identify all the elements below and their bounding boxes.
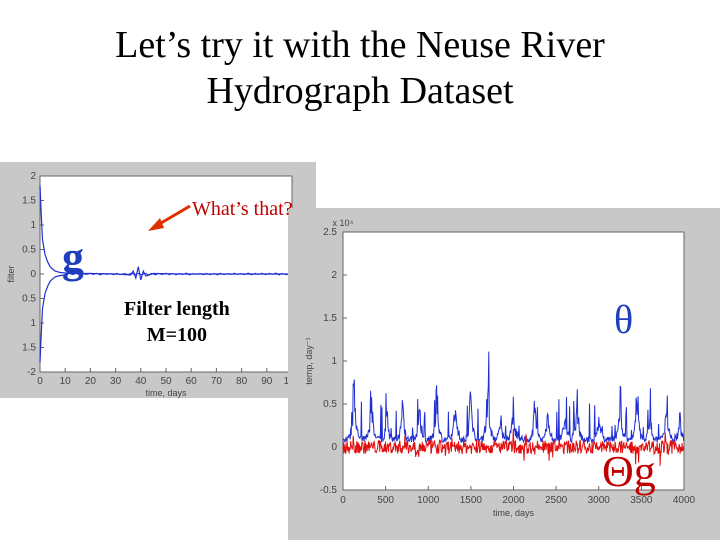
hydrograph-chart-panel: 0 500 1000 1500 2000 2500 3000 3500 4000 -0.5 0 0.5… xyxy=(288,208,720,540)
filter-series-line xyxy=(39,274,66,363)
y-tick-label: 0.5 xyxy=(22,245,36,256)
x-tick-label: 2000 xyxy=(502,495,525,506)
x-tick-label: 0 xyxy=(340,495,346,506)
y-tick-label: 0 xyxy=(30,269,36,280)
x-tick-label: 3500 xyxy=(630,495,653,506)
title-line-2: Hydrograph Dataset xyxy=(206,70,514,112)
x-axis-label: time, days xyxy=(493,508,535,518)
y-tick-label: 1.5 xyxy=(323,313,337,324)
y-tick-label: 0.5 xyxy=(22,294,36,305)
filtered-series-line xyxy=(342,428,685,466)
x-tick-label: 60 xyxy=(186,376,198,387)
x-tick-label: 80 xyxy=(236,376,248,387)
x-tick-label: 10 xyxy=(60,376,72,387)
y-tick-label: 0.5 xyxy=(323,399,337,410)
x-tick-label: 50 xyxy=(160,376,172,387)
y-tick-label: 1 xyxy=(30,318,36,329)
hydrograph-series-line xyxy=(342,351,685,445)
y-exponent-label: x 10⁴ xyxy=(333,218,354,228)
filter-length-label: Filter length M=100 xyxy=(124,296,230,348)
hydrograph-chart: 0 500 1000 1500 2000 2500 3000 3500 4000-0.500.5… xyxy=(304,218,696,518)
y-axis-label: temp, day⁻¹ xyxy=(304,337,314,384)
symbol-g: g xyxy=(62,233,84,282)
x-tick-label: 1500 xyxy=(460,495,483,506)
x-tick-label: 30 xyxy=(110,376,122,387)
y-tick-label: 1.5 xyxy=(22,196,36,207)
x-tick-label: 500 xyxy=(377,495,394,506)
filter-length-line-1: Filter length xyxy=(124,298,230,320)
title-line-1: Let’s try it with the Neuse River xyxy=(115,24,605,66)
filter-chart-panel: 0102030405060708090100-21.510.500.511.52… xyxy=(0,162,316,398)
symbol-theta: θ xyxy=(614,297,634,342)
x-tick-label: 90 xyxy=(261,376,273,387)
x-tick-label: 20 xyxy=(85,376,97,387)
x-tick-label: 4000 xyxy=(673,495,696,506)
x-tick-label: 1000 xyxy=(417,495,440,506)
y-tick-label: -2 xyxy=(27,367,36,378)
y-tick-label: 1.5 xyxy=(22,343,36,354)
y-tick-label: 2 xyxy=(30,171,36,182)
y-tick-label: 0 xyxy=(331,442,337,453)
y-tick-label: 2.5 xyxy=(323,227,337,238)
x-tick-label: 40 xyxy=(135,376,147,387)
x-tick-label: 2500 xyxy=(545,495,568,506)
y-tick-label: 2 xyxy=(331,270,337,281)
y-tick-label: 1 xyxy=(331,356,337,367)
x-tick-label: 0 xyxy=(37,376,43,387)
x-axis-label: time, days xyxy=(145,388,187,398)
filter-length-line-2: M=100 xyxy=(146,324,207,346)
y-tick-label: -0.5 xyxy=(320,485,338,496)
slide-title: Let’s try it with the Neuse River Hydrog… xyxy=(0,22,720,114)
y-tick-label: 1 xyxy=(30,220,36,231)
annotation-text: What’s that? xyxy=(192,198,293,220)
x-tick-label: 3000 xyxy=(588,495,611,506)
filter-ripple-line xyxy=(65,272,293,276)
x-tick-label: 70 xyxy=(211,376,223,387)
symbol-theta-g: Θg xyxy=(602,447,656,496)
y-axis-label: filter xyxy=(6,265,16,282)
